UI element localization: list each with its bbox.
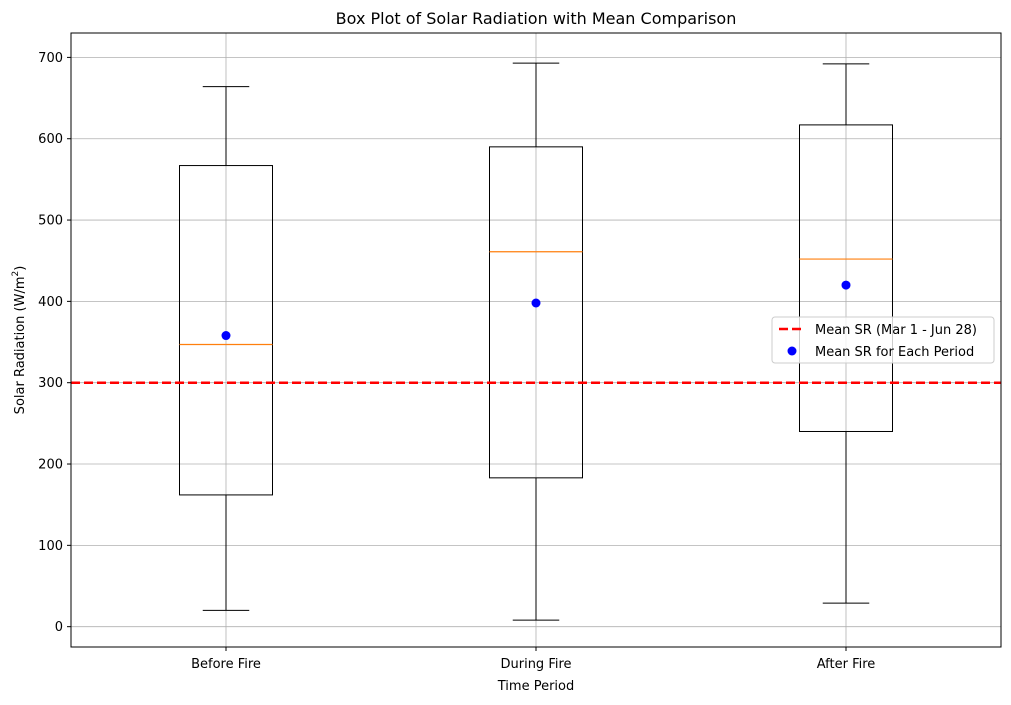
y-tick-label: 0: [55, 620, 63, 635]
plot-layer: [71, 62, 1001, 621]
legend-frame: [771, 316, 995, 364]
x-tick-label: After Fire: [817, 657, 876, 672]
chart-title: Box Plot of Solar Radiation with Mean Co…: [336, 9, 737, 28]
y-tick-label: 300: [38, 376, 63, 391]
x-tick-label: During Fire: [500, 657, 571, 672]
period-mean-marker: [531, 298, 541, 308]
y-axis-label-superscript: 2: [11, 271, 21, 277]
y-tick-label: 700: [38, 51, 63, 66]
x-axis-label: Time Period: [497, 679, 574, 694]
legend: Mean SR (Mar 1 - Jun 28) Mean SR for Eac…: [771, 316, 995, 364]
period-mean-marker: [221, 331, 231, 341]
x-tick-label: Before Fire: [191, 657, 261, 672]
legend-marker-swatch: [787, 346, 797, 356]
y-tick-label: 100: [38, 539, 63, 554]
y-axis-label-close: ): [13, 266, 28, 271]
legend-label-period-mean: Mean SR for Each Period: [815, 345, 974, 360]
y-tick-label: 400: [38, 295, 63, 310]
box-iqr: [799, 124, 893, 432]
axis-layer: 0 100 200 300 400 500 600 700 Before Fire During …: [38, 51, 875, 672]
y-tick-label: 600: [38, 132, 63, 147]
y-tick-label: 500: [38, 214, 63, 229]
legend-label-overall-mean: Mean SR (Mar 1 - Jun 28): [815, 323, 977, 338]
box-iqr: [179, 165, 273, 496]
y-axis-label-main: Solar Radiation (W/m: [13, 277, 28, 415]
period-mean-marker: [841, 280, 851, 290]
y-axis-label: Solar Radiation (W/m2): [11, 266, 28, 415]
box-iqr: [489, 146, 583, 479]
y-tick-label: 200: [38, 458, 63, 473]
